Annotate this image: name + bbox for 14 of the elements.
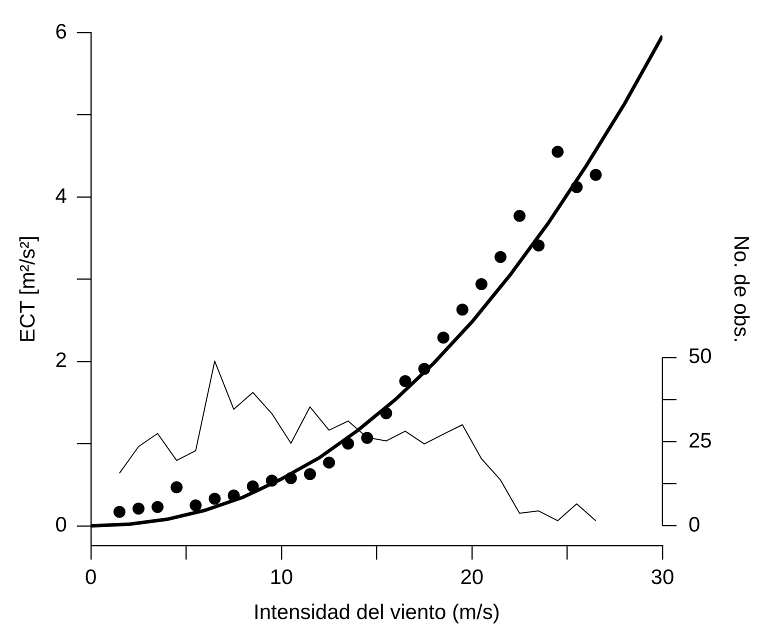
y-tick-label: 4 <box>55 184 68 208</box>
y-tick-label: 2 <box>55 349 67 372</box>
x-tick-label: 10 <box>270 566 294 589</box>
y2-tick-label: 0 <box>688 514 700 537</box>
x-tick-label: 30 <box>650 566 674 589</box>
x-tick-label: 20 <box>460 566 484 589</box>
x-tick-label: 0 <box>85 566 97 589</box>
y-axis-title: ECT [m²/s²] <box>16 236 40 343</box>
y2-tick-label: 25 <box>688 429 712 452</box>
y2-tick-label: 50 <box>688 345 712 368</box>
y2-axis-title: No. de obs. <box>730 235 753 343</box>
y-tick-label: 6 <box>55 20 67 44</box>
y-tick-label: 0 <box>55 514 67 537</box>
x-axis-title: Intensidad del viento (m/s) <box>254 601 500 624</box>
